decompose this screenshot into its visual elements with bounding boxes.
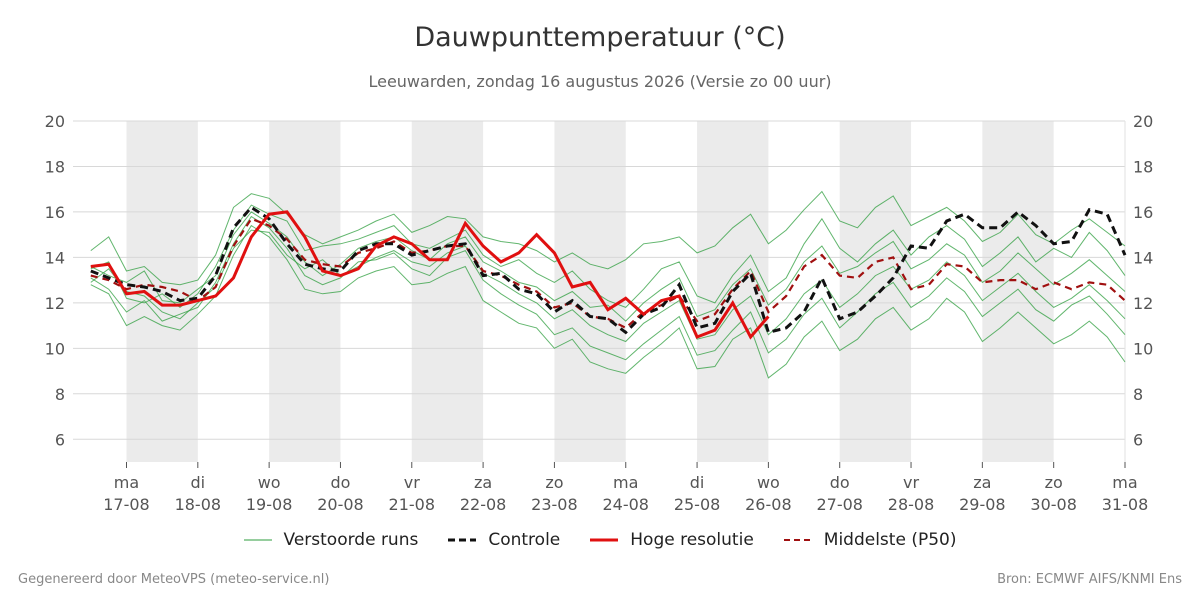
legend-label-median: Middelste (P50) <box>823 530 957 550</box>
x-tick-weekday: wo <box>258 473 281 492</box>
y-tick-label-right: 12 <box>1133 294 1153 313</box>
y-tick-label-left: 12 <box>45 294 65 313</box>
y-tick-label-left: 8 <box>55 385 65 404</box>
chart-subtitle: Leeuwarden, zondag 16 augustus 2026 (Ver… <box>368 72 832 91</box>
legend: Verstoorde runs Controle Hoge resolutie … <box>0 530 1200 550</box>
perturbed-run-line <box>90 204 1126 309</box>
x-tick-weekday: ma <box>114 473 139 492</box>
legend-swatch-median <box>783 539 812 541</box>
x-tick-weekday: ma <box>613 473 638 492</box>
hires-line <box>90 210 770 340</box>
median-line <box>90 217 1126 330</box>
x-tick-weekday: vr <box>903 473 919 492</box>
legend-item-control[interactable]: Controle <box>448 530 560 550</box>
y-tick-label-left: 10 <box>45 339 65 358</box>
y-tick-label-left: 14 <box>45 248 65 267</box>
y-tick-label-right: 6 <box>1133 430 1143 449</box>
y-tick-label-right: 14 <box>1133 248 1153 267</box>
legend-item-median[interactable]: Middelste (P50) <box>783 530 957 550</box>
shaded-band <box>697 121 769 462</box>
x-tick-date: 18-08 <box>175 495 222 514</box>
x-tick-date: 23-08 <box>531 495 578 514</box>
x-tick-date: 21-08 <box>389 495 436 514</box>
x-tick-date: 24-08 <box>602 495 649 514</box>
y-tick-label-left: 6 <box>55 430 65 449</box>
y-tick-label-left: 20 <box>45 112 65 131</box>
shaded-band <box>554 121 626 462</box>
legend-swatch-control <box>448 538 477 542</box>
x-tick-weekday: za <box>973 473 991 492</box>
x-tick-weekday: do <box>830 473 850 492</box>
x-tick-date: 31-08 <box>1102 495 1149 514</box>
perturbed-run-line <box>90 224 1126 379</box>
shaded-band <box>839 121 912 462</box>
x-tick-date: 29-08 <box>959 495 1006 514</box>
x-tick-date: 27-08 <box>816 495 863 514</box>
legend-swatch-hires <box>590 538 619 542</box>
x-tick-weekday: zo <box>1045 473 1063 492</box>
legend-item-perturbed[interactable]: Verstoorde runs <box>243 530 419 550</box>
legend-item-hires[interactable]: Hoge resolutie <box>590 530 754 550</box>
perturbed-run-line <box>90 190 1126 286</box>
footer-source: Bron: ECMWF AIFS/KNMI Ens <box>997 572 1182 587</box>
x-tick-weekday: do <box>330 473 350 492</box>
y-tick-label-right: 16 <box>1133 203 1153 222</box>
legend-label-control: Controle <box>488 530 561 550</box>
y-tick-label-right: 18 <box>1133 157 1153 176</box>
x-tick-weekday: za <box>474 473 492 492</box>
footer-generator: Gegenereerd door MeteoVPS (meteo-service… <box>18 572 330 587</box>
x-tick-date: 26-08 <box>745 495 792 514</box>
x-tick-date: 17-08 <box>103 495 150 514</box>
x-tick-date: 19-08 <box>246 495 293 514</box>
x-tick-date: 22-08 <box>460 495 507 514</box>
x-tick-weekday: ma <box>1112 473 1137 492</box>
x-tick-date: 30-08 <box>1030 495 1077 514</box>
x-tick-weekday: di <box>191 473 206 492</box>
y-tick-label-left: 18 <box>45 157 65 176</box>
shaded-band <box>269 121 341 462</box>
perturbed-run-line <box>90 229 1126 343</box>
y-tick-label-right: 10 <box>1133 339 1153 358</box>
chart-title: Dauwpunttemperatuur (°C) <box>414 22 786 53</box>
x-tick-weekday: zo <box>545 473 563 492</box>
x-tick-date: 28-08 <box>888 495 935 514</box>
y-tick-label-left: 16 <box>45 203 65 222</box>
y-tick-label-right: 20 <box>1133 112 1153 131</box>
legend-swatch-perturbed <box>243 539 272 541</box>
shaded-band <box>411 121 484 462</box>
x-tick-weekday: di <box>690 473 705 492</box>
x-tick-date: 25-08 <box>674 495 721 514</box>
dewpoint-chart: 6 6 8 8 10 10 12 12 14 14 16 16 18 18 20 20 ma 17-08 di 18-… <box>45 112 1154 514</box>
legend-label-hires: Hoge resolutie <box>630 530 754 550</box>
x-tick-weekday: vr <box>404 473 420 492</box>
y-tick-label-right: 8 <box>1133 385 1143 404</box>
legend-label-perturbed: Verstoorde runs <box>283 530 419 550</box>
shaded-band <box>982 121 1054 462</box>
x-tick-date: 20-08 <box>317 495 364 514</box>
x-tick-weekday: wo <box>757 473 780 492</box>
